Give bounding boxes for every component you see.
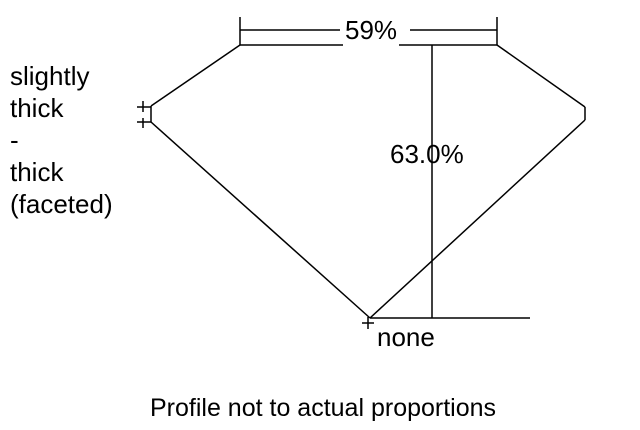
girdle-label-line: -: [10, 125, 19, 155]
girdle-label-line: (faceted): [10, 189, 113, 219]
crown-left: [150, 44, 241, 107]
culet-label: none: [377, 322, 435, 352]
table-percent-label: 59%: [343, 14, 400, 46]
pavilion-left: [150, 121, 371, 319]
girdle-label-line: slightly: [10, 61, 90, 91]
footnote: Profile not to actual proportions: [150, 394, 497, 422]
girdle-label-line: thick: [10, 157, 64, 187]
girdle-label: slightly thick - thick (faceted): [10, 60, 113, 220]
girdle-label-line: thick: [10, 93, 64, 123]
depth-percent-label: 63.0%: [390, 139, 464, 169]
pavilion-right: [369, 119, 586, 319]
crown-right: [496, 44, 586, 108]
